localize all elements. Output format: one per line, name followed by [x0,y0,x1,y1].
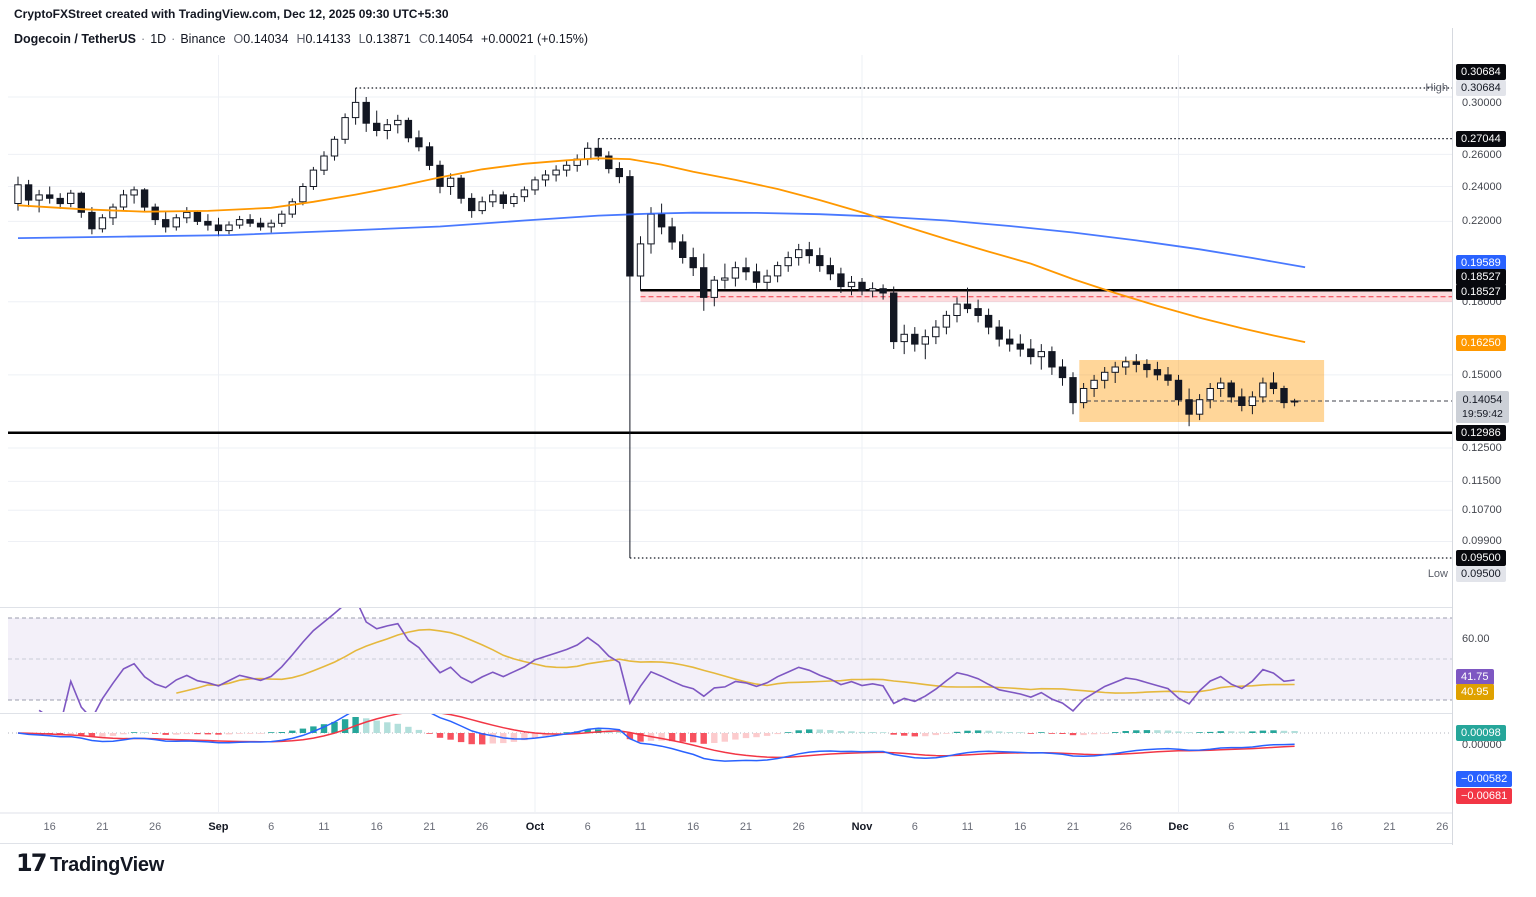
price-badge-black: 0.30684 [1456,64,1506,80]
time-label-day: 16 [1330,821,1343,833]
price-badge-light-low: Low 0.09500 [1428,566,1506,582]
time-label-day: 26 [1436,821,1449,833]
price-badge-red: −0.00681 [1456,788,1513,804]
time-label-day: 26 [476,821,489,833]
price-badge-black: 0.12986 [1456,425,1506,441]
price-badge-light-high: High 0.30684 [1425,80,1506,96]
time-label-day: 6 [584,821,591,833]
price-badge-yellow: 40.95 [1456,684,1494,700]
price-badge-orange: 0.16250 [1456,335,1506,351]
price-tick: 0.11500 [1462,475,1501,487]
open-value: 0.14034 [243,32,289,46]
time-label-day: 26 [1119,821,1132,833]
price-badge-black: 0.09500 [1456,550,1506,566]
time-label-day: 11 [318,821,330,833]
countdown-timer: 19:59:42 [1462,408,1503,420]
price-badge-black: 0.18527 [1456,269,1506,285]
chart-canvas[interactable] [0,0,1452,845]
high-label: H [296,32,306,46]
close-value: 0.14054 [427,32,474,46]
tradingview-logo-mark: 17 [16,849,47,877]
price-tick: 0.26000 [1462,149,1502,161]
time-label-day: 26 [792,821,805,833]
price-badge-blue: 0.19589 [1456,255,1506,271]
high-value: 0.14133 [305,32,351,46]
price-badge-blue: −0.00582 [1456,771,1513,787]
price-badge-countdown: 0.14054 19:59:42 [1456,391,1509,423]
low-value: 0.13871 [365,32,411,46]
price-badge-teal: 0.00098 [1456,725,1506,741]
price-badge-black: 0.18527 [1456,284,1506,300]
time-label-day: 16 [687,821,700,833]
time-label-day: 11 [1278,821,1290,833]
exchange-label[interactable]: Binance [180,32,226,46]
time-label-day: 21 [1066,821,1080,833]
time-label-day: 6 [268,821,275,833]
price-change: +0.00021 (+0.15%) [481,32,589,46]
price-tick: 0.12500 [1462,442,1502,454]
axis-extreme-label: High [1425,82,1448,94]
time-label-day: 16 [370,821,383,833]
time-label-month: Dec [1168,821,1189,833]
timeframe-label[interactable]: 1D [150,32,167,46]
time-axis[interactable]: 16 21 26 Sep 6 11 16 21 26 Oct 6 11 16 21 26 Nov 6 11 16 21… [0,813,1452,844]
time-label-month: Oct [525,821,545,833]
price-tick: 0.10700 [1462,504,1502,516]
axis-extreme-label: Low [1427,568,1448,580]
symbol-info-bar[interactable]: Dogecoin / TetherUS · 1D · Binance O0.14034 H0… [14,32,588,46]
price-tick: 60.00 [1462,633,1490,645]
price-badge-black: 0.27044 [1456,131,1506,147]
open-label: O [233,32,244,46]
time-label-day: 11 [634,821,647,833]
price-tick: 0.30000 [1462,97,1502,109]
price-tick: 0.22000 [1462,215,1502,227]
footer: 17 TradingView [16,849,164,877]
price-tick: 0.15000 [1462,369,1502,381]
low-label: L [358,32,366,46]
time-label-day: 16 [1014,821,1027,833]
time-label-day: 16 [43,821,56,833]
price-tick: 0.00000 [1462,739,1502,751]
time-label-day: 6 [911,821,918,833]
tradingview-logo-text: TradingView [49,854,165,876]
time-label-day: 21 [739,821,753,833]
attribution-text: CryptoFXStreet created with TradingView.… [14,7,449,21]
time-label-month: Nov [851,821,873,833]
time-label-day: 21 [96,821,109,833]
close-label: C [418,32,428,46]
time-label-day: 6 [1228,821,1235,833]
tradingview-logo[interactable]: 17 TradingView [16,849,164,877]
time-label-day: 21 [423,821,436,833]
price-tick: 0.09900 [1462,535,1502,547]
price-axis[interactable]: 0.30000 0.26000 0.24000 0.22000 0.18000 0.150… [1425,28,1536,845]
separator-dot: · [141,32,146,46]
time-label-day: 26 [149,821,162,833]
time-label-day: 11 [961,821,974,833]
time-label-day: 21 [1383,821,1396,833]
separator-dot: · [171,32,176,46]
time-label-month: Sep [208,821,229,833]
symbol-name[interactable]: Dogecoin / TetherUS [14,32,137,46]
price-tick: 0.24000 [1462,181,1502,193]
price-badge-purple: 41.75 [1456,669,1494,685]
